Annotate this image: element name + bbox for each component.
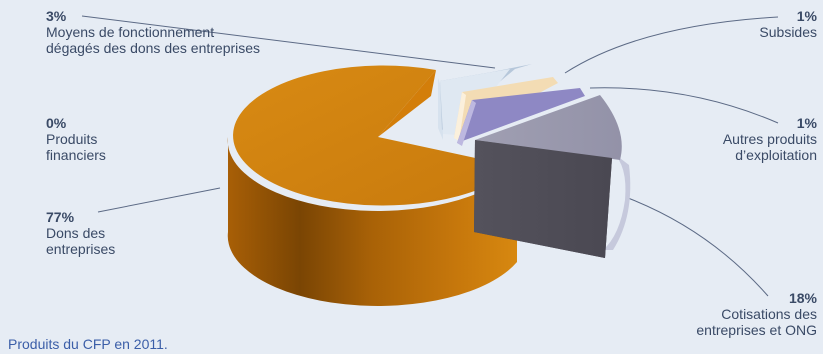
label-autres-percent: 1%	[796, 115, 817, 131]
slice-side-autres	[457, 100, 476, 146]
leader-line-cotisations	[627, 197, 769, 297]
label-cotisations-text: Cotisations des entreprises et ONG	[696, 306, 817, 338]
slice-side-subsides	[454, 92, 466, 141]
label-cotisations-percent: 18%	[788, 290, 817, 306]
label-cotisations: 18% Cotisations des entreprises et ONG	[696, 290, 817, 338]
label-moyens-percent: 3%	[46, 8, 67, 24]
chart-caption: Produits du CFP en 2011.	[8, 336, 168, 352]
slice-cotisations	[474, 140, 612, 258]
slice-financiers	[378, 70, 436, 137]
label-dons-text: Dons des entreprises	[46, 225, 116, 257]
label-financiers-text: Produits financiers	[46, 131, 106, 163]
label-autres-text: Autres produits d’exploitation	[722, 131, 817, 163]
slice-side-dons	[227, 137, 517, 306]
label-subsides: 1% Subsides	[759, 8, 817, 40]
label-dons: 77% Dons des entreprises	[46, 209, 115, 257]
label-financiers: 0% Produits financiers	[46, 115, 106, 163]
slice-autres	[457, 88, 585, 143]
label-subsides-percent: 1%	[796, 8, 817, 24]
label-moyens: 3% Moyens de fonctionnement dégagés des …	[46, 8, 260, 56]
label-financiers-percent: 0%	[46, 115, 67, 131]
label-moyens-text: Moyens de fonctionnement dégagés des don…	[46, 24, 261, 56]
slice-cotisations-top	[475, 95, 622, 160]
label-dons-percent: 77%	[46, 209, 75, 225]
leader-line-autres	[589, 87, 779, 124]
slice-side-cotisations-round	[603, 152, 631, 250]
leader-line-dons	[97, 187, 221, 213]
label-autres: 1% Autres produits d’exploitation	[723, 115, 817, 163]
slice-dons	[233, 65, 517, 206]
label-subsides-text: Subsides	[759, 24, 817, 40]
leader-line-moyens	[81, 15, 496, 69]
leader-line-subsides	[564, 16, 779, 74]
